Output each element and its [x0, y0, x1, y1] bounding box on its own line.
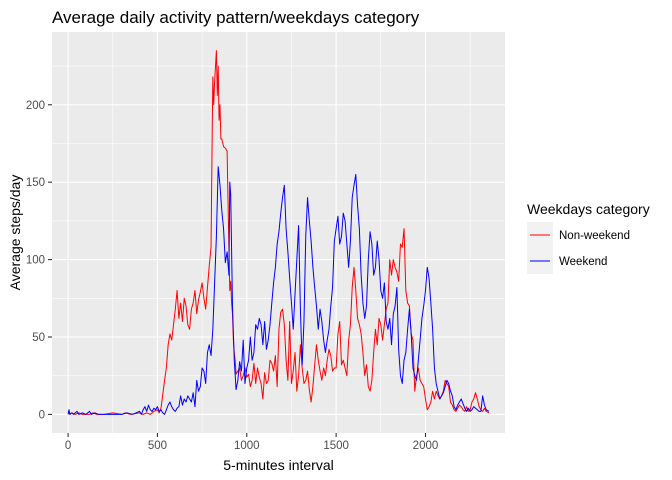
y-tick-label: 100 [26, 255, 45, 267]
x-tick-label: 0 [65, 440, 71, 452]
y-tick-label: 0 [39, 409, 45, 421]
x-tick-label: 500 [148, 440, 167, 452]
x-axis-ticks: 0 500 1000 1500 2000 [65, 433, 438, 452]
x-axis-title: 5-minutes interval [223, 457, 334, 473]
series-line-non-weekend [67, 50, 490, 415]
legend-label-non-weekend: Non-weekend [559, 230, 630, 242]
legend-label-weekend: Weekend [559, 256, 607, 268]
series-line-weekend [67, 166, 490, 415]
major-gridlines [52, 32, 505, 433]
legend: Weekdays category Non-weekend Weekend [527, 201, 650, 274]
chart-title: Average daily activity pattern/weekdays … [52, 8, 420, 27]
x-tick-label: 2000 [413, 440, 439, 452]
x-tick-label: 1500 [323, 440, 349, 452]
y-axis-ticks: 0 50 100 150 200 [26, 100, 52, 421]
legend-title: Weekdays category [527, 201, 650, 217]
x-tick-label: 1000 [234, 440, 260, 452]
series-lines [67, 50, 490, 415]
y-tick-label: 200 [26, 100, 45, 112]
y-tick-label: 150 [26, 177, 45, 189]
y-tick-label: 50 [32, 332, 45, 344]
minor-gridlines [52, 32, 505, 433]
y-axis-title: Average steps/day [7, 175, 23, 291]
